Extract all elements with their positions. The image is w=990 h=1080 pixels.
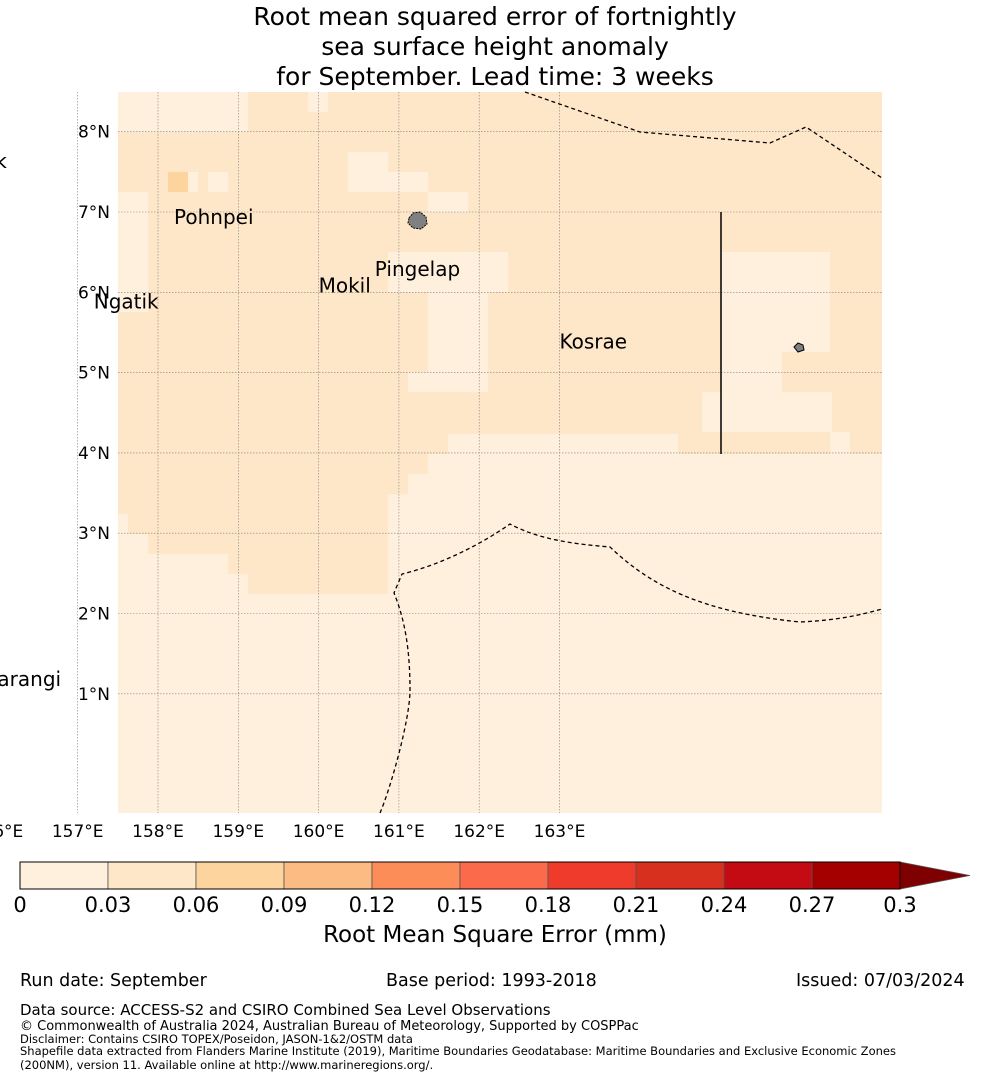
lat-tick-label: 2°N — [78, 605, 110, 625]
title-line-2: sea surface height anomaly — [321, 32, 669, 61]
base-period: Base period: 1993-2018 — [386, 971, 597, 991]
heatmap-cell — [348, 152, 388, 192]
map-axes: 8°N7°N6°N5°N4°N3°N2°N1°N155°E156°E157°E1… — [0, 123, 585, 842]
island-label: Pohnpei — [174, 205, 254, 229]
colorbar-segment — [723, 861, 813, 890]
figure-title: Root mean squared error of fortnightly s… — [0, 2, 990, 92]
colorbar-tick-label: 0.12 — [349, 893, 396, 917]
colorbar-label: Root Mean Square Error (mm) — [323, 922, 667, 948]
colorbar-segment — [547, 861, 637, 890]
heatmap-cells — [118, 92, 882, 813]
island-label: Kapingamarangi — [0, 667, 61, 691]
heatmap-cell — [388, 252, 508, 292]
colorbar-tick-label: 0.21 — [613, 893, 660, 917]
lon-tick-label: 162°E — [453, 822, 505, 842]
heatmap-cell — [830, 432, 850, 454]
lat-tick-label: 8°N — [78, 123, 110, 143]
heatmap-cell — [448, 434, 678, 454]
colorbar-tick-label: 0 — [13, 893, 26, 917]
lon-tick-label: 161°E — [373, 822, 425, 842]
copyright: © Commonwealth of Australia 2024, Austra… — [20, 1019, 639, 1034]
colorbar: 0 0.03 0.06 0.09 0.12 0.15 0.18 0.21 0.24 0.27 0.3 — [13, 861, 971, 917]
heatmap-cell-high — [168, 172, 188, 192]
title-line-1: Root mean squared error of fortnightly — [253, 2, 737, 31]
lon-tick-label: 157°E — [52, 822, 104, 842]
kosrae-island-icon — [793, 342, 805, 353]
title-line-3: for September. Lead time: 3 weeks — [276, 62, 714, 91]
lat-tick-label: 6°N — [78, 283, 110, 303]
heatmap-cell — [208, 172, 228, 192]
heatmap-cell — [702, 392, 832, 432]
pohnpei-island-icon — [407, 211, 428, 230]
heatmap-cell — [428, 192, 468, 212]
lat-tick-label: 4°N — [78, 444, 110, 464]
lon-tick-label: 156°E — [0, 822, 23, 842]
colorbar-segment — [283, 861, 373, 890]
island-label: Oroluk — [0, 149, 7, 173]
colorbar-segment — [195, 861, 285, 890]
shapefile-credit-1: Shapefile data extracted from Flanders M… — [20, 1044, 896, 1058]
shapefile-credit-2: (200NM), version 11. Available online at… — [20, 1058, 434, 1072]
heatmap-cell — [722, 352, 782, 392]
eez-boundary-north — [524, 91, 883, 179]
heatmap-cell — [118, 92, 248, 132]
heatmap-region-003-006 — [118, 92, 882, 594]
lat-tick-label: 1°N — [78, 685, 110, 705]
graticule-lines — [77, 92, 882, 813]
colorbar-tick-label: 0.3 — [883, 893, 916, 917]
data-source: Data source: ACCESS-S2 and CSIRO Combine… — [20, 1001, 551, 1019]
lat-tick-label: 3°N — [78, 524, 110, 544]
island-label: Kosrae — [560, 330, 628, 354]
lat-tick-label: 7°N — [78, 203, 110, 223]
heatmap-cell — [308, 92, 328, 112]
island-label: Nukuoro — [0, 446, 1, 470]
heatmap-cell — [388, 172, 428, 192]
island-label: Ngatik — [94, 289, 159, 313]
colorbar-tick-label: 0.24 — [701, 893, 748, 917]
issued-date: Issued: 07/03/2024 — [796, 971, 965, 991]
island-label: Pingelap — [375, 257, 460, 281]
lon-tick-label: 159°E — [212, 822, 264, 842]
disclaimer: Disclaimer: Contains CSIRO TOPEX/Poseido… — [20, 1032, 413, 1046]
colorbar-segment — [635, 861, 725, 890]
colorbar-segment — [19, 861, 109, 890]
heatmap-cell — [428, 292, 488, 372]
eez-boundary-south — [379, 523, 883, 814]
colorbar-segment — [459, 861, 549, 890]
colorbar-tick-label: 0.03 — [85, 893, 132, 917]
colorbar-segment — [371, 861, 461, 890]
colorbar-tick-label: 0.06 — [173, 893, 220, 917]
lon-tick-label: 158°E — [132, 822, 184, 842]
island-shapes — [407, 211, 805, 353]
colorbar-segment — [811, 861, 901, 890]
colorbar-outline — [19, 861, 901, 890]
lon-tick-label: 160°E — [293, 822, 345, 842]
colorbar-tick-label: 0.09 — [261, 893, 308, 917]
colorbar-tick-label: 0.18 — [525, 893, 572, 917]
colorbar-extend-arrow — [899, 861, 971, 890]
eez-boundaries — [379, 91, 883, 814]
run-date: Run date: September — [20, 971, 207, 991]
heatmap-cell — [408, 372, 488, 392]
heatmap-cell — [722, 252, 830, 352]
colorbar-tick-label: 0.15 — [437, 893, 484, 917]
colorbar-segment — [107, 861, 197, 890]
lat-tick-label: 5°N — [78, 364, 110, 384]
colorbar-tick-label: 0.27 — [789, 893, 836, 917]
lon-tick-label: 163°E — [534, 822, 586, 842]
island-label: Mokil — [319, 273, 371, 297]
